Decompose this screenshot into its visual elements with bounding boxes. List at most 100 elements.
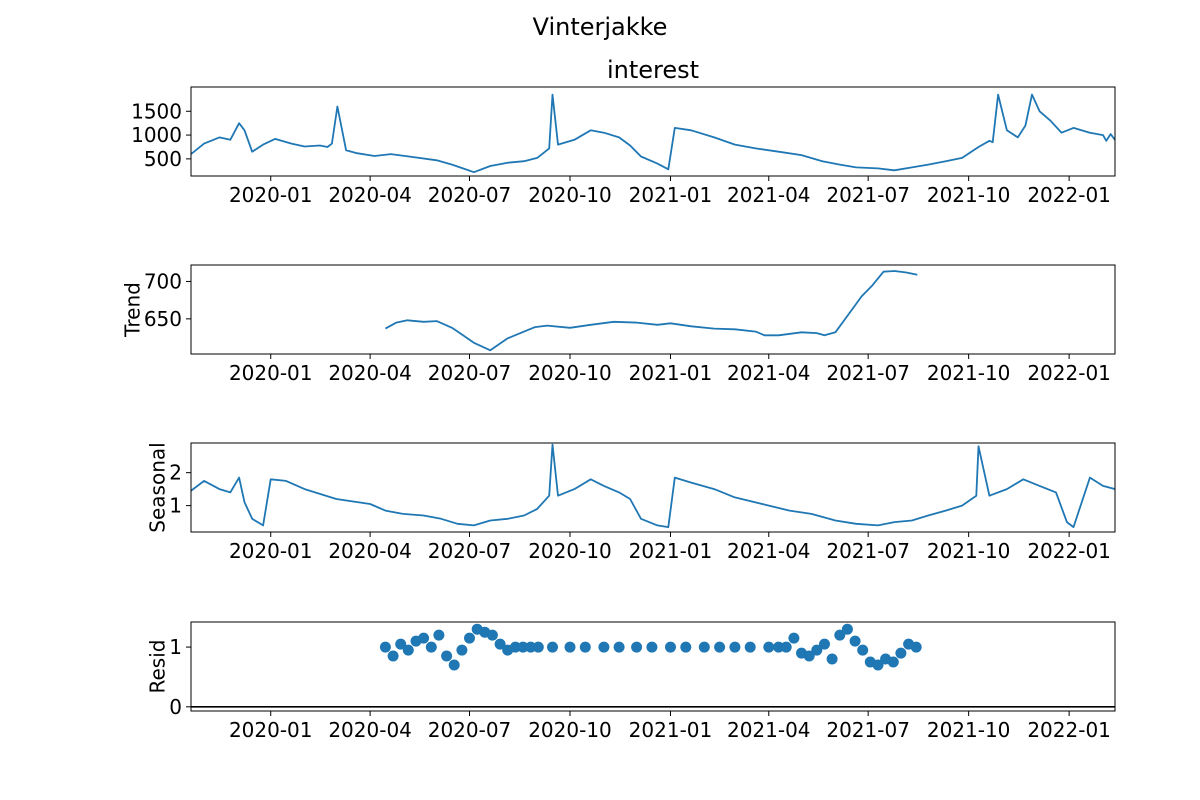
y-tick-label: 650 xyxy=(144,307,182,331)
x-tick-label: 2020-04 xyxy=(328,718,412,742)
resid-point xyxy=(826,653,838,665)
y-tick-label: 1500 xyxy=(131,99,182,123)
resid-point xyxy=(387,650,399,662)
x-tick-label: 2022-01 xyxy=(1027,361,1111,385)
x-tick-label: 2020-04 xyxy=(328,183,412,207)
x-tick-label: 2021-10 xyxy=(927,718,1011,742)
y-tick-label: 1000 xyxy=(131,123,182,147)
y-tick-label: 500 xyxy=(144,147,182,171)
panel-2: 650 700 2020-01 2020-04 2020-07 2020-10 2021-0… xyxy=(121,264,1116,385)
x-tick-label: 2021-10 xyxy=(927,539,1011,563)
x-tick-label: 2020-01 xyxy=(229,361,313,385)
axes-frame xyxy=(190,442,1116,533)
resid-point xyxy=(509,641,521,653)
axes-frame xyxy=(190,86,1116,177)
figure-suptitle: Vinterjakke xyxy=(533,13,668,41)
resid-point xyxy=(395,638,407,650)
resid-point xyxy=(613,641,625,653)
resid-point xyxy=(849,635,861,647)
resid-point xyxy=(433,629,445,641)
resid-point xyxy=(547,641,558,653)
resid-point xyxy=(441,650,453,662)
resid-point xyxy=(631,641,643,653)
plot-area xyxy=(384,270,918,352)
x-tick-label: 2021-04 xyxy=(727,361,811,385)
resid-point xyxy=(714,641,726,653)
x-tick-label: 2021-04 xyxy=(727,718,811,742)
x-tick-label: 2022-01 xyxy=(1027,183,1111,207)
resid-point xyxy=(841,623,853,635)
resid-point xyxy=(402,644,414,656)
series-line xyxy=(384,270,918,352)
resid-point xyxy=(729,641,741,653)
series-line xyxy=(191,93,1115,174)
x-tick-label: 2021-01 xyxy=(629,361,713,385)
resid-point xyxy=(579,641,591,653)
resid-point xyxy=(773,641,785,653)
x-tick-label: 2020-04 xyxy=(328,361,412,385)
resid-point xyxy=(763,641,775,653)
x-tick-label: 2022-01 xyxy=(1027,539,1111,563)
resid-point xyxy=(418,632,430,644)
resid-point xyxy=(819,638,830,650)
x-tick-label: 2021-07 xyxy=(826,539,910,563)
x-tick-label: 2021-01 xyxy=(629,183,713,207)
x-tick-label: 2020-07 xyxy=(428,183,512,207)
resid-point xyxy=(780,641,792,653)
y-axis-label: Seasonal xyxy=(146,442,170,532)
resid-point xyxy=(665,641,676,653)
y-axis-label: Resid xyxy=(146,640,170,694)
x-tick-label: 2020-07 xyxy=(428,361,512,385)
resid-point xyxy=(564,641,576,653)
plot-area xyxy=(191,443,1115,528)
resid-point xyxy=(698,641,710,653)
x-tick-label: 2020-07 xyxy=(428,718,512,742)
y-tick-label: 2 xyxy=(169,461,182,485)
x-tick-label: 2020-10 xyxy=(528,718,612,742)
plot-area xyxy=(191,623,1115,708)
x-tick-label: 2021-04 xyxy=(727,183,811,207)
x-tick-label: 2021-04 xyxy=(727,539,811,563)
y-tick-label: 0 xyxy=(169,695,182,719)
resid-point xyxy=(494,638,506,650)
x-tick-label: 2020-01 xyxy=(229,183,313,207)
x-tick-label: 2021-01 xyxy=(629,539,713,563)
y-axis-label: Trend xyxy=(121,282,145,338)
resid-point xyxy=(857,644,869,656)
x-tick-label: 2020-07 xyxy=(428,539,512,563)
resid-point xyxy=(425,641,437,653)
resid-point xyxy=(811,644,823,656)
resid-point xyxy=(448,659,460,671)
y-tick-label: 1 xyxy=(169,635,182,659)
resid-point xyxy=(646,641,658,653)
axes-frame xyxy=(190,264,1116,355)
resid-point xyxy=(803,650,815,662)
x-tick-label: 2021-07 xyxy=(826,361,910,385)
x-tick-label: 2021-10 xyxy=(927,361,1011,385)
plot-area xyxy=(191,93,1115,174)
y-tick-label: 1 xyxy=(169,494,182,518)
resid-point xyxy=(895,647,907,659)
resid-point xyxy=(517,641,529,653)
x-tick-label: 2021-07 xyxy=(826,183,910,207)
series-line xyxy=(191,443,1115,528)
resid-point xyxy=(910,641,922,653)
resid-point xyxy=(598,641,610,653)
resid-point xyxy=(464,632,475,644)
x-tick-label: 2021-07 xyxy=(826,718,910,742)
x-tick-label: 2020-10 xyxy=(528,361,612,385)
resid-point xyxy=(525,641,537,653)
x-tick-label: 2020-10 xyxy=(528,539,612,563)
resid-point xyxy=(532,641,544,653)
resid-point xyxy=(456,644,468,656)
x-tick-label: 2020-01 xyxy=(229,539,313,563)
resid-point xyxy=(887,656,899,668)
x-tick-label: 2020-04 xyxy=(328,539,412,563)
resid-point xyxy=(788,632,800,644)
x-tick-label: 2021-10 xyxy=(927,183,1011,207)
x-tick-label: 2021-01 xyxy=(629,718,713,742)
resid-point xyxy=(379,641,391,653)
